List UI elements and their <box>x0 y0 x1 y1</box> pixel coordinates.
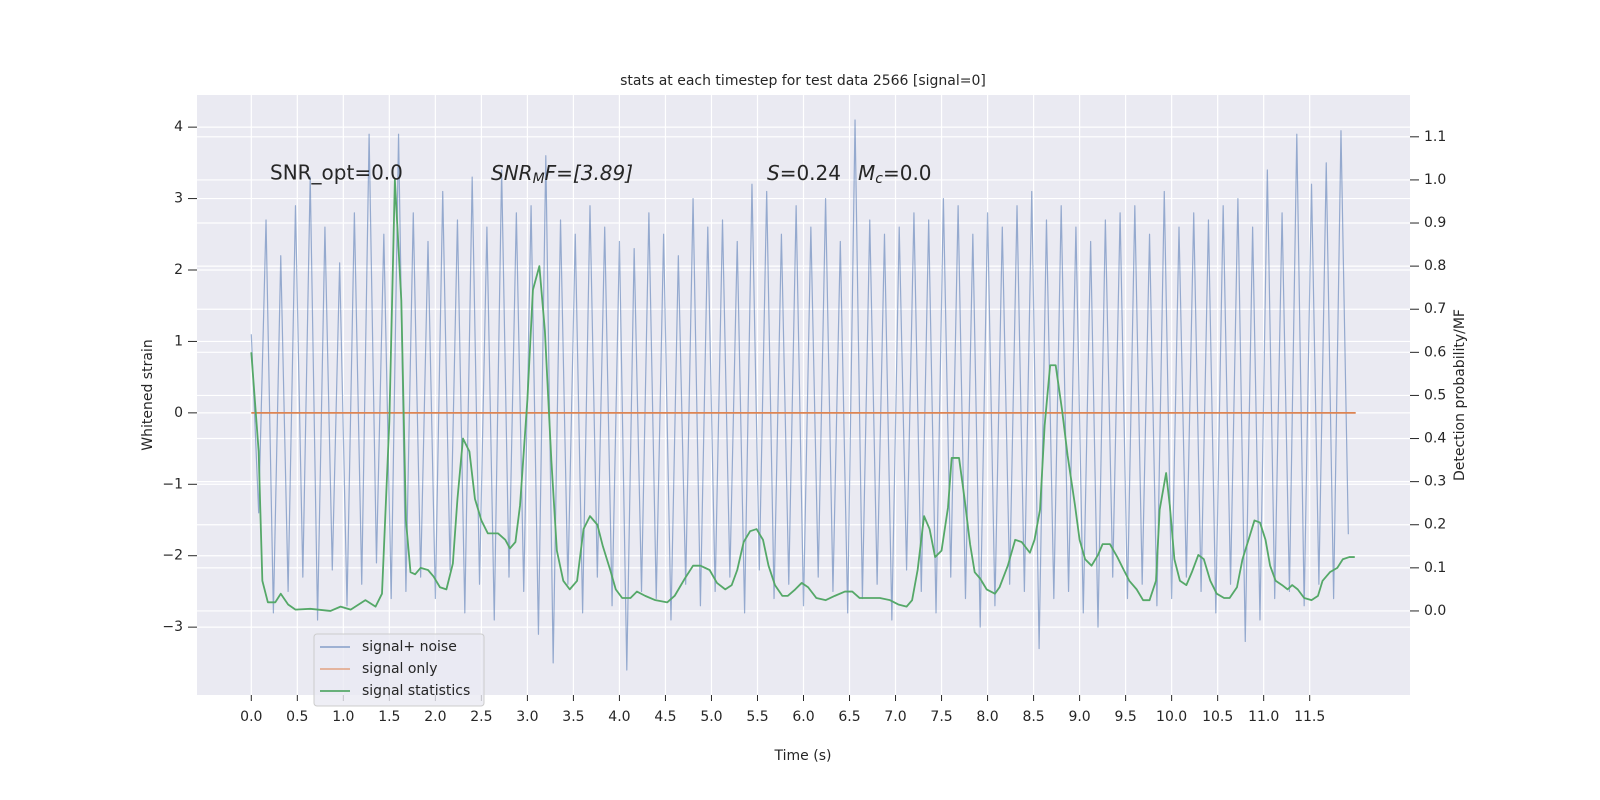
y-tick-label: −1 <box>162 476 183 492</box>
x-tick-label: 0.0 <box>240 709 262 725</box>
chart-title: stats at each timestep for test data 256… <box>620 73 986 89</box>
y2-axis-label: Detection probability/MF <box>1452 309 1468 481</box>
y2-tick-label: 0.4 <box>1424 431 1446 447</box>
x-tick-label: 7.0 <box>884 709 906 725</box>
x-tick-label: 1.5 <box>378 709 400 725</box>
y-tick-label: 4 <box>174 119 183 135</box>
annotation: SNR_opt=0.0 <box>270 161 403 185</box>
y-tick-label: 0 <box>174 405 183 421</box>
legend: signal+ noise signal only signal statistic… <box>313 633 485 707</box>
y-tick-label: 2 <box>174 262 183 278</box>
x-tick-label: 2.0 <box>424 709 446 725</box>
series-line <box>250 179 1355 612</box>
x-tick-label: 5.0 <box>700 709 722 725</box>
x-tick-label: 4.5 <box>654 709 676 725</box>
y-tick-label: 1 <box>174 333 183 349</box>
y-tick-label: 3 <box>174 191 183 207</box>
annotation-part: SNR <box>491 161 533 185</box>
x-tick-label: 3.0 <box>516 709 538 725</box>
y2-tick-label: 0.9 <box>1424 215 1446 231</box>
legend-label: signal+ noise <box>362 639 457 655</box>
annotation-part: F=[3.89] <box>545 161 633 185</box>
x-axis-label: Time (s) <box>774 748 832 764</box>
y2-tick-label: 0.5 <box>1424 387 1446 403</box>
x-tick-label: 10.5 <box>1202 709 1233 725</box>
x-tick-label: 11.0 <box>1248 709 1279 725</box>
series-line <box>250 119 1349 671</box>
y2-tick-label: 0.2 <box>1424 517 1446 533</box>
x-tick-label: 4.0 <box>608 709 630 725</box>
x-tick-label: 9.0 <box>1068 709 1090 725</box>
y-tick-label: −2 <box>162 548 183 564</box>
annotation-sub: M <box>533 171 545 187</box>
axes: 0.0 0.5 1.0 1.5 2.0 2.5 3.0 3.5 4.0 4.5 5.0 5.5 6.0 6… <box>162 119 1446 725</box>
annotation-sub: c <box>875 171 883 187</box>
x-tick-label: 0.5 <box>286 709 308 725</box>
annotation-part: S <box>767 161 780 185</box>
y2-tick-label: 0.8 <box>1424 258 1446 274</box>
x-tick-label: 10.0 <box>1156 709 1187 725</box>
x-tick-label: 3.5 <box>562 709 584 725</box>
legend-label: signal only <box>362 661 437 677</box>
y-tick-label: −3 <box>162 619 183 635</box>
legend-label: signal statistics <box>362 683 470 699</box>
annotation-part: =0.24 <box>780 161 841 185</box>
x-tick-label: 1.0 <box>332 709 354 725</box>
x-tick-label: 7.5 <box>930 709 952 725</box>
legend-box <box>313 633 485 707</box>
marks <box>250 119 1356 671</box>
x-tick-label: 6.5 <box>838 709 860 725</box>
annotation: SNRMF=[3.89] <box>491 161 633 188</box>
x-tick-label: 8.0 <box>976 709 998 725</box>
x-tick-label: 11.5 <box>1294 709 1325 725</box>
y2-tick-label: 0.7 <box>1424 301 1446 317</box>
annotation: S=0.24 Mc=0.0 <box>767 161 932 188</box>
y2-tick-label: 0.1 <box>1424 560 1446 576</box>
y2-tick-label: 1.1 <box>1424 129 1446 145</box>
y-axis-label: Whitened strain <box>140 339 156 450</box>
annotation-part: =0.0 <box>883 161 932 185</box>
x-tick-label: 5.5 <box>746 709 768 725</box>
y2-tick-label: 1.0 <box>1424 172 1446 188</box>
annotation-part: M <box>858 161 875 185</box>
y2-tick-label: 0.0 <box>1424 603 1446 619</box>
y2-tick-label: 0.6 <box>1424 344 1446 360</box>
x-tick-label: 9.5 <box>1114 709 1136 725</box>
x-tick-label: 8.5 <box>1022 709 1044 725</box>
y2-tick-label: 0.3 <box>1424 474 1446 490</box>
x-tick-label: 6.0 <box>792 709 814 725</box>
x-tick-label: 2.5 <box>470 709 492 725</box>
